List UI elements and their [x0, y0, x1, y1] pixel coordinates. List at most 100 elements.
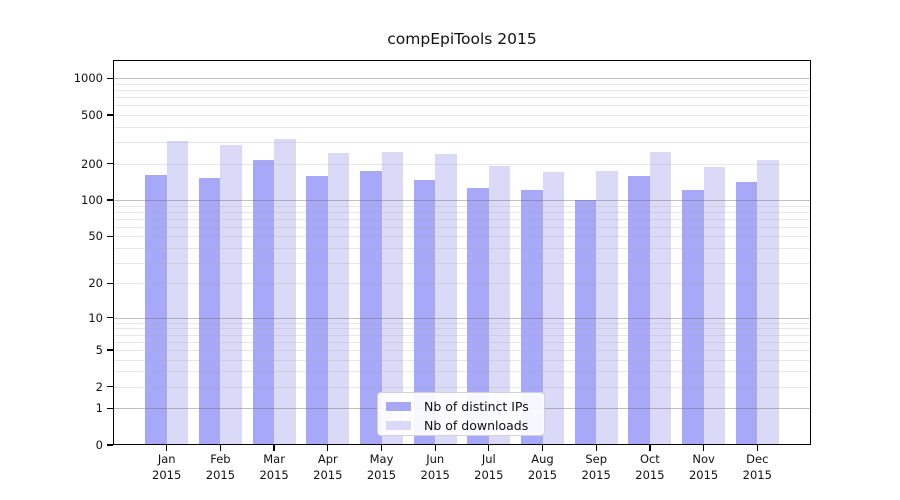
- minor-gridline: [113, 341, 811, 343]
- y-tick-label: 200: [81, 156, 103, 171]
- major-gridline: [113, 317, 811, 319]
- y-tick-mark: [107, 77, 113, 79]
- x-tick-label-oct: Oct 2015: [635, 452, 665, 482]
- y-tick-mark: [107, 162, 113, 165]
- y-tick-label: 100: [81, 193, 103, 208]
- y-tick-mark: [107, 386, 113, 388]
- minor-gridline: [113, 218, 811, 220]
- major-gridline: [113, 200, 811, 202]
- y-tick-mark: [107, 349, 113, 351]
- x-tick-mark: [273, 445, 275, 451]
- x-tick-mark: [434, 445, 436, 451]
- bar-dec-downloads: [757, 159, 779, 445]
- bar-nov-distinct-ips: [682, 189, 704, 445]
- x-tick-mark: [380, 445, 383, 451]
- y-tick-mark: [107, 444, 113, 446]
- bar-aug-downloads: [542, 171, 564, 445]
- x-tick-label-jul: Jul 2015: [474, 452, 504, 482]
- y-tick-mark: [107, 114, 113, 116]
- bar-jan-distinct-ips: [145, 175, 167, 445]
- bar-sep-distinct-ips: [574, 200, 597, 445]
- x-tick-label-jan: Jan 2015: [152, 452, 182, 482]
- x-tick-label-mar: Mar 2015: [259, 452, 289, 482]
- bar-mar-downloads: [274, 139, 296, 445]
- minor-gridline: [113, 126, 811, 128]
- legend-label-downloads: Nb of downloads: [424, 418, 529, 433]
- x-tick-label-aug: Aug 2015: [527, 452, 558, 482]
- x-tick-mark: [595, 445, 597, 451]
- minor-gridline: [113, 322, 811, 324]
- x-tick-mark: [649, 445, 651, 451]
- minor-gridline: [113, 83, 811, 85]
- bar-may-distinct-ips: [360, 170, 382, 445]
- bar-feb-distinct-ips: [198, 178, 221, 445]
- bar-may-downloads: [381, 151, 403, 445]
- y-tick-mark: [107, 282, 113, 285]
- legend-entry-distinct-ips: Nb of distinct IPs: [386, 398, 536, 415]
- legend-label-distinct-ips: Nb of distinct IPs: [424, 399, 529, 414]
- minor-gridline: [113, 115, 811, 117]
- minor-gridline: [113, 371, 811, 373]
- y-tick-label: 50: [88, 229, 103, 244]
- x-tick-mark: [327, 445, 329, 451]
- bar-apr-distinct-ips: [306, 176, 328, 445]
- y-tick-mark: [107, 407, 113, 409]
- legend-entry-downloads: Nb of downloads: [386, 417, 536, 434]
- minor-gridline: [113, 359, 811, 361]
- bar-sep-downloads: [596, 170, 618, 445]
- y-tick-label: 10: [88, 310, 103, 325]
- y-tick-label: 20: [88, 276, 103, 291]
- y-tick-label: 0: [95, 438, 103, 452]
- bar-jul-downloads: [488, 166, 511, 445]
- x-tick-label-nov: Nov 2015: [688, 452, 719, 482]
- bar-jul-distinct-ips: [467, 187, 489, 445]
- minor-gridline: [113, 226, 811, 228]
- bar-nov-downloads: [703, 167, 726, 445]
- x-tick-label-sep: Sep 2015: [581, 452, 611, 482]
- bar-jun-downloads: [435, 153, 457, 445]
- minor-gridline: [113, 386, 811, 388]
- y-tick-mark: [107, 199, 113, 201]
- gridlines-layer: [113, 60, 811, 445]
- x-tick-mark: [488, 445, 490, 451]
- minor-gridline: [113, 262, 811, 264]
- x-tick-mark: [219, 445, 222, 451]
- minor-gridline: [113, 211, 811, 213]
- legend: Nb of distinct IPs Nb of downloads: [377, 392, 545, 436]
- bar-apr-downloads: [327, 152, 350, 445]
- y-tick-label: 500: [81, 108, 103, 123]
- major-gridline: [113, 78, 811, 80]
- y-tick-mark: [107, 317, 113, 319]
- legend-swatch-downloads: [386, 421, 411, 430]
- minor-gridline: [113, 142, 811, 144]
- x-tick-label-may: May 2015: [366, 452, 397, 482]
- minor-gridline: [113, 105, 811, 107]
- bar-jun-distinct-ips: [413, 180, 436, 445]
- bar-mar-distinct-ips: [252, 159, 275, 445]
- y-tick-label: 2: [95, 379, 103, 394]
- minor-gridline: [113, 90, 811, 92]
- legend-swatch-distinct-ips: [386, 402, 411, 411]
- x-tick-mark: [166, 445, 168, 451]
- x-tick-mark: [756, 445, 758, 451]
- y-tick-label: 5: [95, 342, 103, 357]
- y-tick-mark: [107, 235, 113, 237]
- minor-gridline: [113, 97, 811, 99]
- y-tick-label: 1000: [73, 71, 103, 86]
- bar-aug-distinct-ips: [521, 190, 543, 445]
- minor-gridline: [113, 283, 811, 285]
- bar-feb-downloads: [220, 144, 242, 445]
- minor-gridline: [113, 205, 811, 207]
- bar-oct-downloads: [649, 152, 672, 445]
- minor-gridline: [113, 349, 811, 351]
- x-tick-label-apr: Apr 2015: [313, 452, 343, 482]
- y-tick-label: 1: [95, 401, 103, 416]
- plot-area: Nb of distinct IPs Nb of downloads: [113, 60, 811, 445]
- minor-gridline: [113, 236, 811, 238]
- chart-title: compEpiTools 2015: [387, 30, 537, 48]
- x-tick-mark: [702, 445, 705, 451]
- bar-jan-downloads: [166, 140, 189, 445]
- bar-dec-distinct-ips: [735, 182, 758, 445]
- x-tick-label-jun: Jun 2015: [420, 452, 450, 482]
